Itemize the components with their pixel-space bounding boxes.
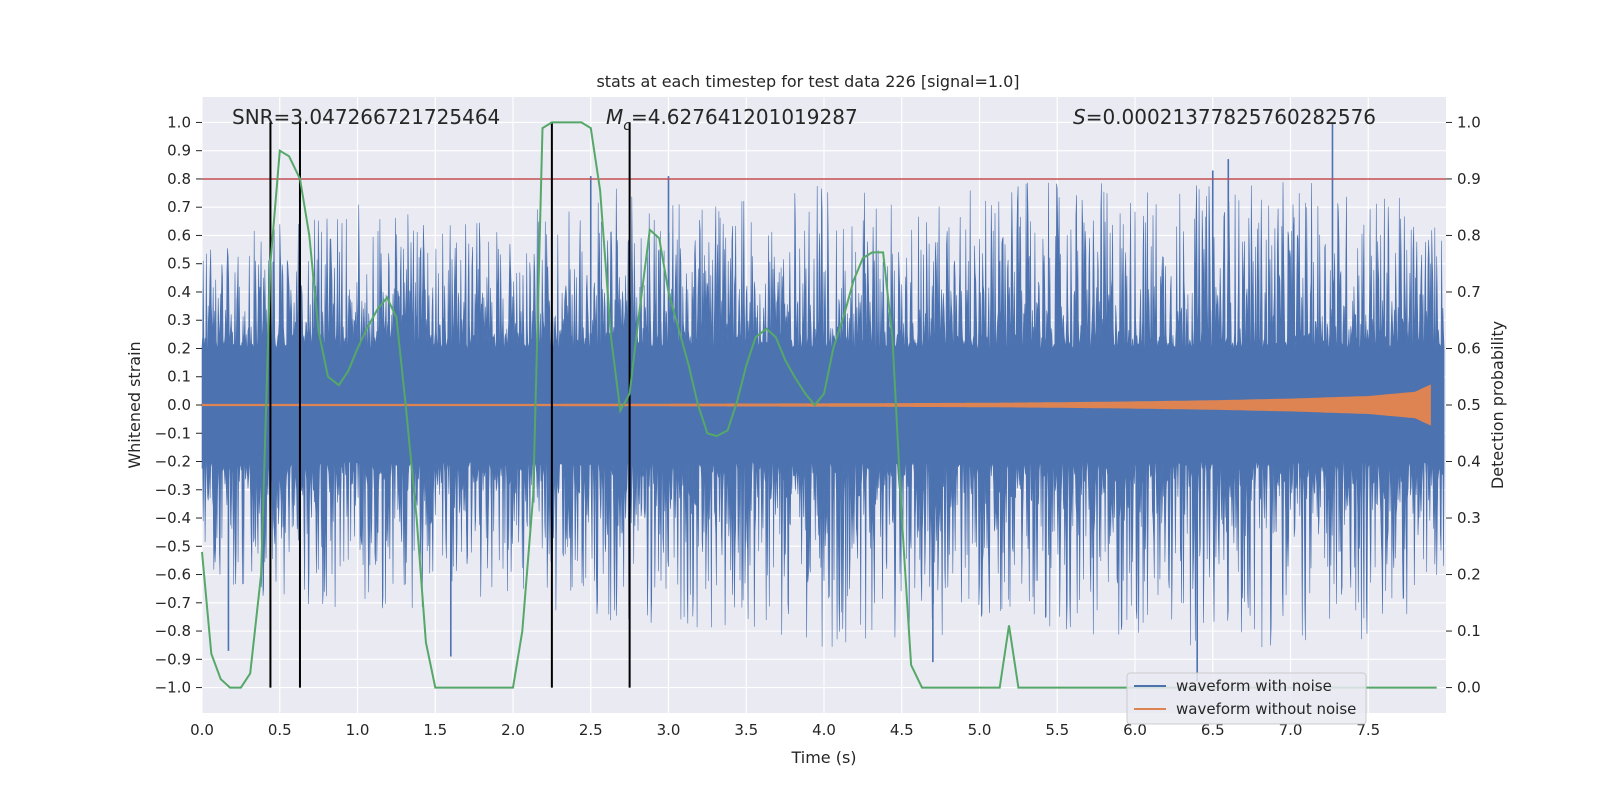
y2-tick-label-4: 0.6 — [1457, 339, 1481, 357]
s-symbol: S — [1073, 105, 1086, 129]
y-tick-label-9: 0.1 — [167, 368, 191, 386]
y-tick-label-12: −0.2 — [155, 453, 191, 471]
legend: waveform with noise waveform without noi… — [1126, 672, 1367, 725]
x-axis-label: Time (s) — [790, 748, 856, 767]
x-tick-label-1: 0.5 — [268, 721, 292, 739]
y-tick-label-19: −0.9 — [155, 650, 191, 668]
y-tick-label-0: 1.0 — [167, 113, 191, 131]
legend-box — [1126, 672, 1367, 725]
y-axis-label: Whitened strain — [125, 341, 144, 468]
legend-label-noise: waveform with noise — [1176, 677, 1332, 695]
clean-series — [201, 384, 1431, 426]
y2-tick-label-2: 0.8 — [1457, 226, 1481, 244]
y-tick-label-13: −0.3 — [155, 481, 191, 499]
y-tick-label-2: 0.8 — [167, 170, 191, 188]
y-tick-label-11: −0.1 — [155, 424, 191, 442]
x-tick-label-15: 7.5 — [1356, 721, 1380, 739]
noise-series — [201, 122, 1445, 682]
y-tick-label-10: 0.0 — [167, 396, 191, 414]
y-tick-label-4: 0.6 — [167, 226, 191, 244]
x-tick-label-10: 5.0 — [968, 721, 992, 739]
y-tick-label-8: 0.2 — [167, 339, 191, 357]
y2-tick-label-0: 1.0 — [1457, 113, 1481, 131]
y2-tick-label-10: 0.0 — [1457, 679, 1481, 697]
y2-tick-label-1: 0.9 — [1457, 170, 1481, 188]
y-tick-label-14: −0.4 — [155, 509, 191, 527]
s-annotation: S=0.00021377825760282576 — [1073, 105, 1376, 129]
y2-tick-label-8: 0.2 — [1457, 566, 1481, 584]
probability-series — [201, 121, 1437, 689]
y2-tick-label-3: 0.7 — [1457, 283, 1481, 301]
s-value: =0.00021377825760282576 — [1086, 105, 1376, 129]
x-tick-label-7: 3.5 — [734, 721, 758, 739]
y-axis-ticks: 1.0 0.9 0.8 0.7 0.6 0.5 0.4 0.3 0.2 0.1 0.0 −0.1 −0.… — [155, 113, 202, 697]
snr-annotation: SNR=3.047266721725464 — [232, 105, 500, 129]
x-tick-label-0: 0.0 — [190, 721, 214, 739]
y-tick-label-15: −0.5 — [155, 537, 191, 555]
y2-tick-label-7: 0.3 — [1457, 509, 1481, 527]
y2-axis-ticks: 1.0 0.9 0.8 0.7 0.6 0.5 0.4 0.3 0.2 0.1 0.0 — [1446, 113, 1481, 697]
chart-title: stats at each timestep for test data 226… — [596, 72, 1019, 91]
vertical-markers — [269, 122, 631, 688]
x-tick-label-4: 2.0 — [501, 721, 525, 739]
y-tick-label-20: −1.0 — [155, 679, 191, 697]
y-tick-label-5: 0.5 — [167, 255, 191, 273]
y2-tick-label-5: 0.5 — [1457, 396, 1481, 414]
y2-tick-label-9: 0.1 — [1457, 622, 1481, 640]
y-tick-label-16: −0.6 — [155, 566, 191, 584]
y-tick-label-6: 0.4 — [167, 283, 191, 301]
x-tick-label-12: 6.0 — [1123, 721, 1147, 739]
clean-waveform — [201, 384, 1431, 426]
legend-label-clean: waveform without noise — [1176, 700, 1356, 718]
mc-symbol: M — [606, 105, 623, 129]
noise-waveform — [201, 182, 1445, 648]
detection-probability-line — [201, 121, 1437, 689]
mc-subscript: c — [623, 118, 631, 134]
x-tick-label-14: 7.0 — [1279, 721, 1303, 739]
y-tick-label-7: 0.3 — [167, 311, 191, 329]
y-tick-label-18: −0.8 — [155, 622, 191, 640]
x-axis-ticks: 0.0 0.5 1.0 1.5 2.0 2.5 3.0 3.5 4.0 4.5 5.0 5.5 6.0 6… — [190, 721, 1380, 739]
x-tick-label-13: 6.5 — [1201, 721, 1225, 739]
x-tick-label-2: 1.0 — [346, 721, 370, 739]
y-tick-label-1: 0.9 — [167, 142, 191, 160]
y2-axis-label: Detection probability — [1488, 321, 1507, 489]
mc-value: =4.627641201019287 — [631, 105, 858, 129]
x-tick-label-9: 4.5 — [890, 721, 914, 739]
x-tick-label-8: 4.0 — [812, 721, 836, 739]
y-tick-label-17: −0.7 — [155, 594, 191, 612]
x-tick-label-3: 1.5 — [423, 721, 447, 739]
x-tick-label-5: 2.5 — [579, 721, 603, 739]
mc-annotation: Mc=4.627641201019287 — [606, 105, 858, 134]
x-tick-label-6: 3.0 — [657, 721, 681, 739]
x-tick-label-11: 5.5 — [1045, 721, 1069, 739]
y2-tick-label-6: 0.4 — [1457, 453, 1481, 471]
y-tick-label-3: 0.7 — [167, 198, 191, 216]
